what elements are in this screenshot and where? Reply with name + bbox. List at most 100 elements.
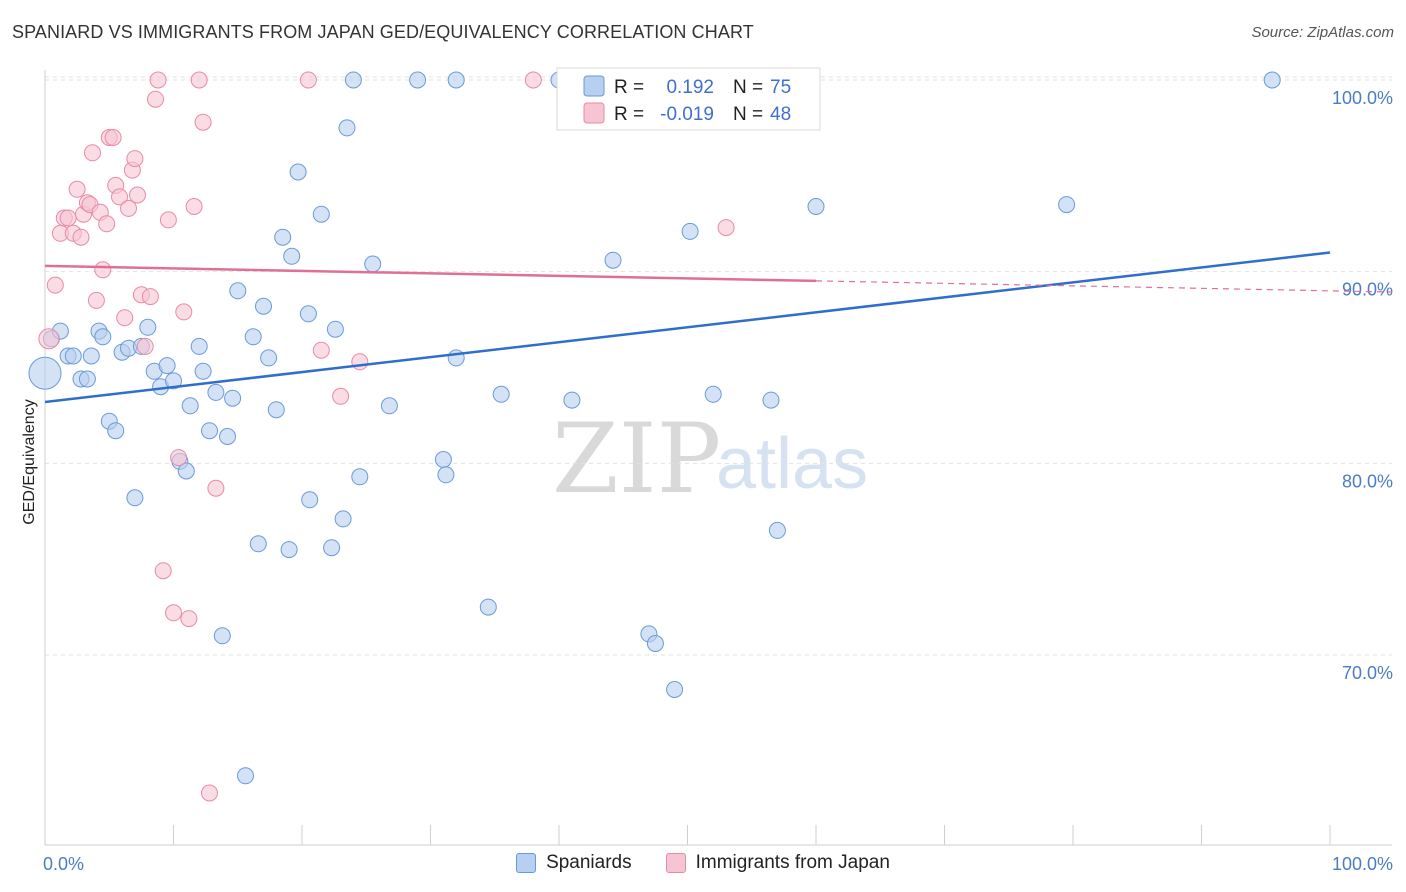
point-japan-4[interactable]: [59, 209, 77, 227]
point-japan-41[interactable]: [299, 71, 317, 89]
point-japan-12[interactable]: [87, 291, 105, 309]
point-spaniards-53[interactable]: [434, 451, 452, 468]
point-japan-39[interactable]: [201, 784, 218, 802]
point-japan-23[interactable]: [126, 150, 144, 168]
point-spaniards-55[interactable]: [447, 71, 465, 89]
point-spaniards-65[interactable]: [666, 681, 684, 698]
legend-item-japan[interactable]: Immigrants from Japan: [665, 852, 890, 874]
point-spaniards-35[interactable]: [260, 349, 278, 367]
point-spaniards-40[interactable]: [289, 163, 307, 181]
point-spaniards-37[interactable]: [274, 228, 292, 246]
point-japan-31[interactable]: [159, 211, 177, 229]
point-spaniards-15[interactable]: [139, 318, 157, 336]
point-spaniards-45[interactable]: [326, 320, 344, 338]
point-japan-40[interactable]: [207, 479, 225, 497]
point-spaniards-18[interactable]: [158, 357, 176, 375]
point-spaniards-62[interactable]: [604, 251, 622, 269]
point-spaniards-39[interactable]: [283, 247, 301, 265]
point-japan-37[interactable]: [190, 71, 208, 89]
chart-title: SPANIARD VS IMMIGRANTS FROM JAPAN GED/EQ…: [12, 22, 754, 42]
point-spaniards-46[interactable]: [334, 510, 352, 528]
point-spaniards-22[interactable]: [181, 397, 199, 415]
point-spaniards-32[interactable]: [244, 328, 262, 346]
point-japan-36[interactable]: [185, 198, 203, 215]
point-spaniards-36[interactable]: [267, 401, 285, 419]
point-japan-7[interactable]: [72, 228, 90, 246]
trend-line-dashed-japan: [815, 280, 1393, 293]
point-japan-21[interactable]: [120, 199, 137, 217]
point-spaniards-49[interactable]: [351, 468, 369, 486]
point-spaniards-29[interactable]: [224, 389, 242, 407]
point-spaniards-41[interactable]: [299, 305, 317, 323]
point-spaniards-74[interactable]: [28, 356, 62, 390]
point-japan-24[interactable]: [129, 186, 146, 204]
point-spaniards-34[interactable]: [255, 297, 272, 315]
point-japan-15[interactable]: [98, 215, 116, 233]
point-japan-14[interactable]: [94, 261, 112, 279]
point-spaniards-52[interactable]: [409, 71, 427, 89]
point-spaniards-13[interactable]: [126, 489, 144, 507]
legend-item-spaniards[interactable]: Spaniards: [516, 852, 632, 874]
point-spaniards-57[interactable]: [479, 598, 497, 616]
point-japan-6[interactable]: [68, 180, 86, 198]
point-japan-20[interactable]: [116, 309, 134, 327]
point-japan-30[interactable]: [154, 562, 172, 580]
point-spaniards-71[interactable]: [807, 198, 825, 215]
point-spaniards-28[interactable]: [219, 428, 236, 445]
point-spaniards-31[interactable]: [237, 767, 254, 785]
point-japan-35[interactable]: [180, 610, 198, 628]
point-spaniards-25[interactable]: [201, 422, 218, 440]
point-japan-0[interactable]: [38, 328, 60, 350]
point-japan-17[interactable]: [104, 129, 122, 146]
point-spaniards-67[interactable]: [681, 222, 699, 240]
point-spaniards-43[interactable]: [312, 205, 330, 223]
point-japan-32[interactable]: [165, 604, 182, 622]
point-spaniards-6[interactable]: [82, 347, 100, 365]
point-spaniards-27[interactable]: [213, 627, 231, 645]
point-japan-45[interactable]: [524, 71, 542, 89]
point-spaniards-38[interactable]: [280, 541, 298, 559]
legend-label-spaniards: Spaniards: [546, 852, 632, 873]
point-spaniards-73[interactable]: [1263, 71, 1281, 89]
point-spaniards-72[interactable]: [1058, 196, 1076, 214]
point-spaniards-58[interactable]: [492, 385, 510, 403]
point-japan-19[interactable]: [111, 188, 128, 206]
point-spaniards-3[interactable]: [64, 347, 82, 365]
point-japan-11[interactable]: [84, 144, 101, 162]
point-japan-33[interactable]: [170, 449, 188, 467]
point-spaniards-10[interactable]: [107, 422, 125, 440]
point-spaniards-33[interactable]: [249, 535, 267, 553]
point-spaniards-19[interactable]: [165, 372, 182, 390]
point-japan-43[interactable]: [332, 387, 350, 405]
point-spaniards-24[interactable]: [194, 362, 212, 380]
point-spaniards-68[interactable]: [704, 385, 722, 403]
point-spaniards-21[interactable]: [177, 462, 195, 480]
point-japan-28[interactable]: [147, 90, 164, 108]
point-spaniards-50[interactable]: [364, 255, 382, 273]
point-spaniards-69[interactable]: [762, 391, 780, 409]
point-spaniards-48[interactable]: [344, 71, 362, 89]
point-japan-47[interactable]: [717, 219, 735, 237]
point-spaniards-5[interactable]: [78, 370, 96, 388]
point-japan-29[interactable]: [149, 71, 167, 89]
point-spaniards-60[interactable]: [563, 391, 581, 409]
point-spaniards-44[interactable]: [323, 539, 341, 557]
point-spaniards-26[interactable]: [207, 383, 225, 401]
point-spaniards-42[interactable]: [301, 491, 319, 509]
point-spaniards-23[interactable]: [190, 337, 208, 355]
point-japan-26[interactable]: [136, 337, 154, 355]
point-japan-1[interactable]: [46, 276, 64, 294]
y-tick-label-70: 70.0%: [1342, 663, 1393, 683]
point-spaniards-70[interactable]: [768, 521, 786, 539]
point-japan-27[interactable]: [141, 288, 159, 306]
point-spaniards-64[interactable]: [646, 635, 664, 652]
point-japan-34[interactable]: [175, 303, 193, 321]
point-japan-42[interactable]: [312, 341, 330, 359]
point-spaniards-51[interactable]: [380, 397, 398, 415]
point-japan-38[interactable]: [194, 113, 212, 131]
point-spaniards-30[interactable]: [229, 282, 247, 300]
point-spaniards-54[interactable]: [437, 466, 455, 484]
point-spaniards-47[interactable]: [338, 119, 356, 137]
point-japan-44[interactable]: [351, 353, 369, 371]
point-spaniards-8[interactable]: [94, 328, 112, 346]
